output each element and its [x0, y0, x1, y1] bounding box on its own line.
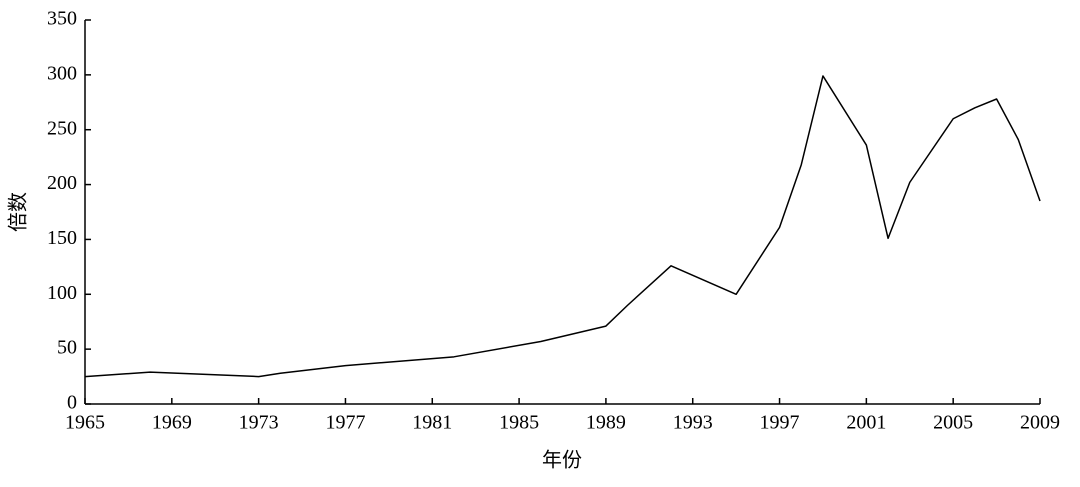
y-tick-label: 350 [47, 8, 77, 30]
y-tick-label: 250 [47, 117, 77, 139]
x-tick-label: 2005 [933, 412, 973, 434]
x-tick-label: 1985 [499, 412, 539, 434]
x-tick-label: 1993 [673, 412, 713, 434]
line-series [84, 75, 1041, 378]
x-tick-label: 1989 [586, 412, 626, 434]
x-tick-label: 1965 [65, 412, 105, 434]
x-tick-label: 1977 [325, 412, 365, 434]
y-tick-label: 300 [47, 62, 77, 84]
x-tick-label: 1981 [412, 412, 452, 434]
x-tick-label: 1973 [239, 412, 279, 434]
y-tick-label: 50 [57, 337, 77, 359]
y-axis-label: 倍数 [7, 192, 30, 232]
y-tick-label: 150 [47, 227, 77, 249]
x-axis-label: 年份 [542, 449, 582, 472]
x-tick-label: 2001 [846, 412, 886, 434]
x-tick-label: 2009 [1020, 412, 1060, 434]
y-tick-label: 200 [47, 172, 77, 194]
y-tick-label: 100 [47, 282, 77, 304]
y-tick-label: 0 [67, 392, 77, 414]
x-tick-label: 1997 [760, 412, 800, 434]
x-tick-label: 1969 [152, 412, 192, 434]
